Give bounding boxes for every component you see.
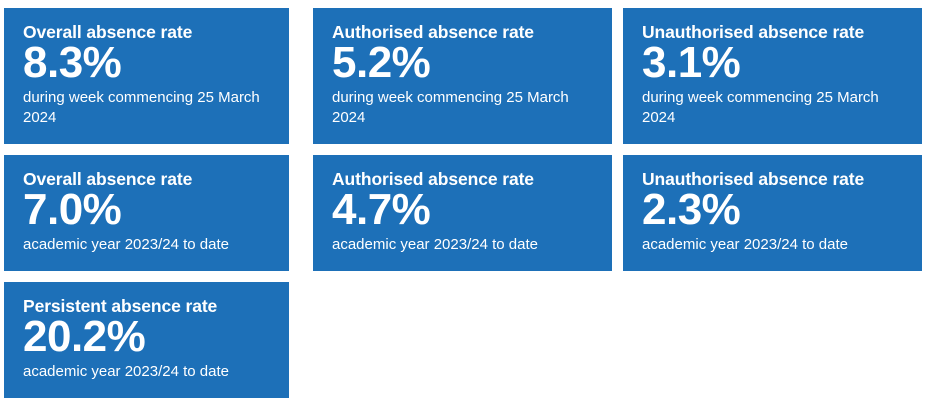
headline-tile-authorised-absence-week: Authorised absence rate 5.2% during week… (313, 8, 612, 144)
tile-title: Persistent absence rate (23, 296, 218, 316)
tile-caption: academic year 2023/24 to date (332, 236, 538, 253)
tile-title: Unauthorised absence rate (642, 169, 865, 189)
tile-value: 3.1% (642, 38, 741, 87)
tile-title: Overall absence rate (23, 22, 193, 42)
tile-caption: academic year 2023/24 to date (23, 236, 229, 253)
headline-tile-overall-absence-week: Overall absence rate 8.3% during week co… (4, 8, 289, 144)
tile-caption: academic year 2023/24 to date (642, 236, 848, 253)
tile-value: 4.7% (332, 185, 431, 234)
headline-tile-overall-absence-year: Overall absence rate 7.0% academic year … (4, 155, 289, 271)
headline-tile-unauthorised-absence-year: Unauthorised absence rate 2.3% academic … (623, 155, 922, 271)
tile-value: 2.3% (642, 185, 741, 234)
tile-title: Overall absence rate (23, 169, 193, 189)
tile-caption: during week commencing 25 March 2024 (332, 89, 569, 126)
tile-value: 20.2% (23, 312, 146, 361)
headline-tile-authorised-absence-year: Authorised absence rate 4.7% academic ye… (313, 155, 612, 271)
headline-tile-persistent-absence-year: Persistent absence rate 20.2% academic y… (4, 282, 289, 398)
tile-value: 5.2% (332, 38, 431, 87)
tile-caption: during week commencing 25 March 2024 (23, 89, 260, 126)
tile-caption: during week commencing 25 March 2024 (642, 89, 879, 126)
tile-value: 8.3% (23, 38, 122, 87)
tile-value: 7.0% (23, 185, 122, 234)
headline-tile-unauthorised-absence-week: Unauthorised absence rate 3.1% during we… (623, 8, 922, 144)
tile-title: Authorised absence rate (332, 169, 534, 189)
tile-title: Authorised absence rate (332, 22, 534, 42)
tile-caption: academic year 2023/24 to date (23, 363, 229, 380)
tile-title: Unauthorised absence rate (642, 22, 865, 42)
